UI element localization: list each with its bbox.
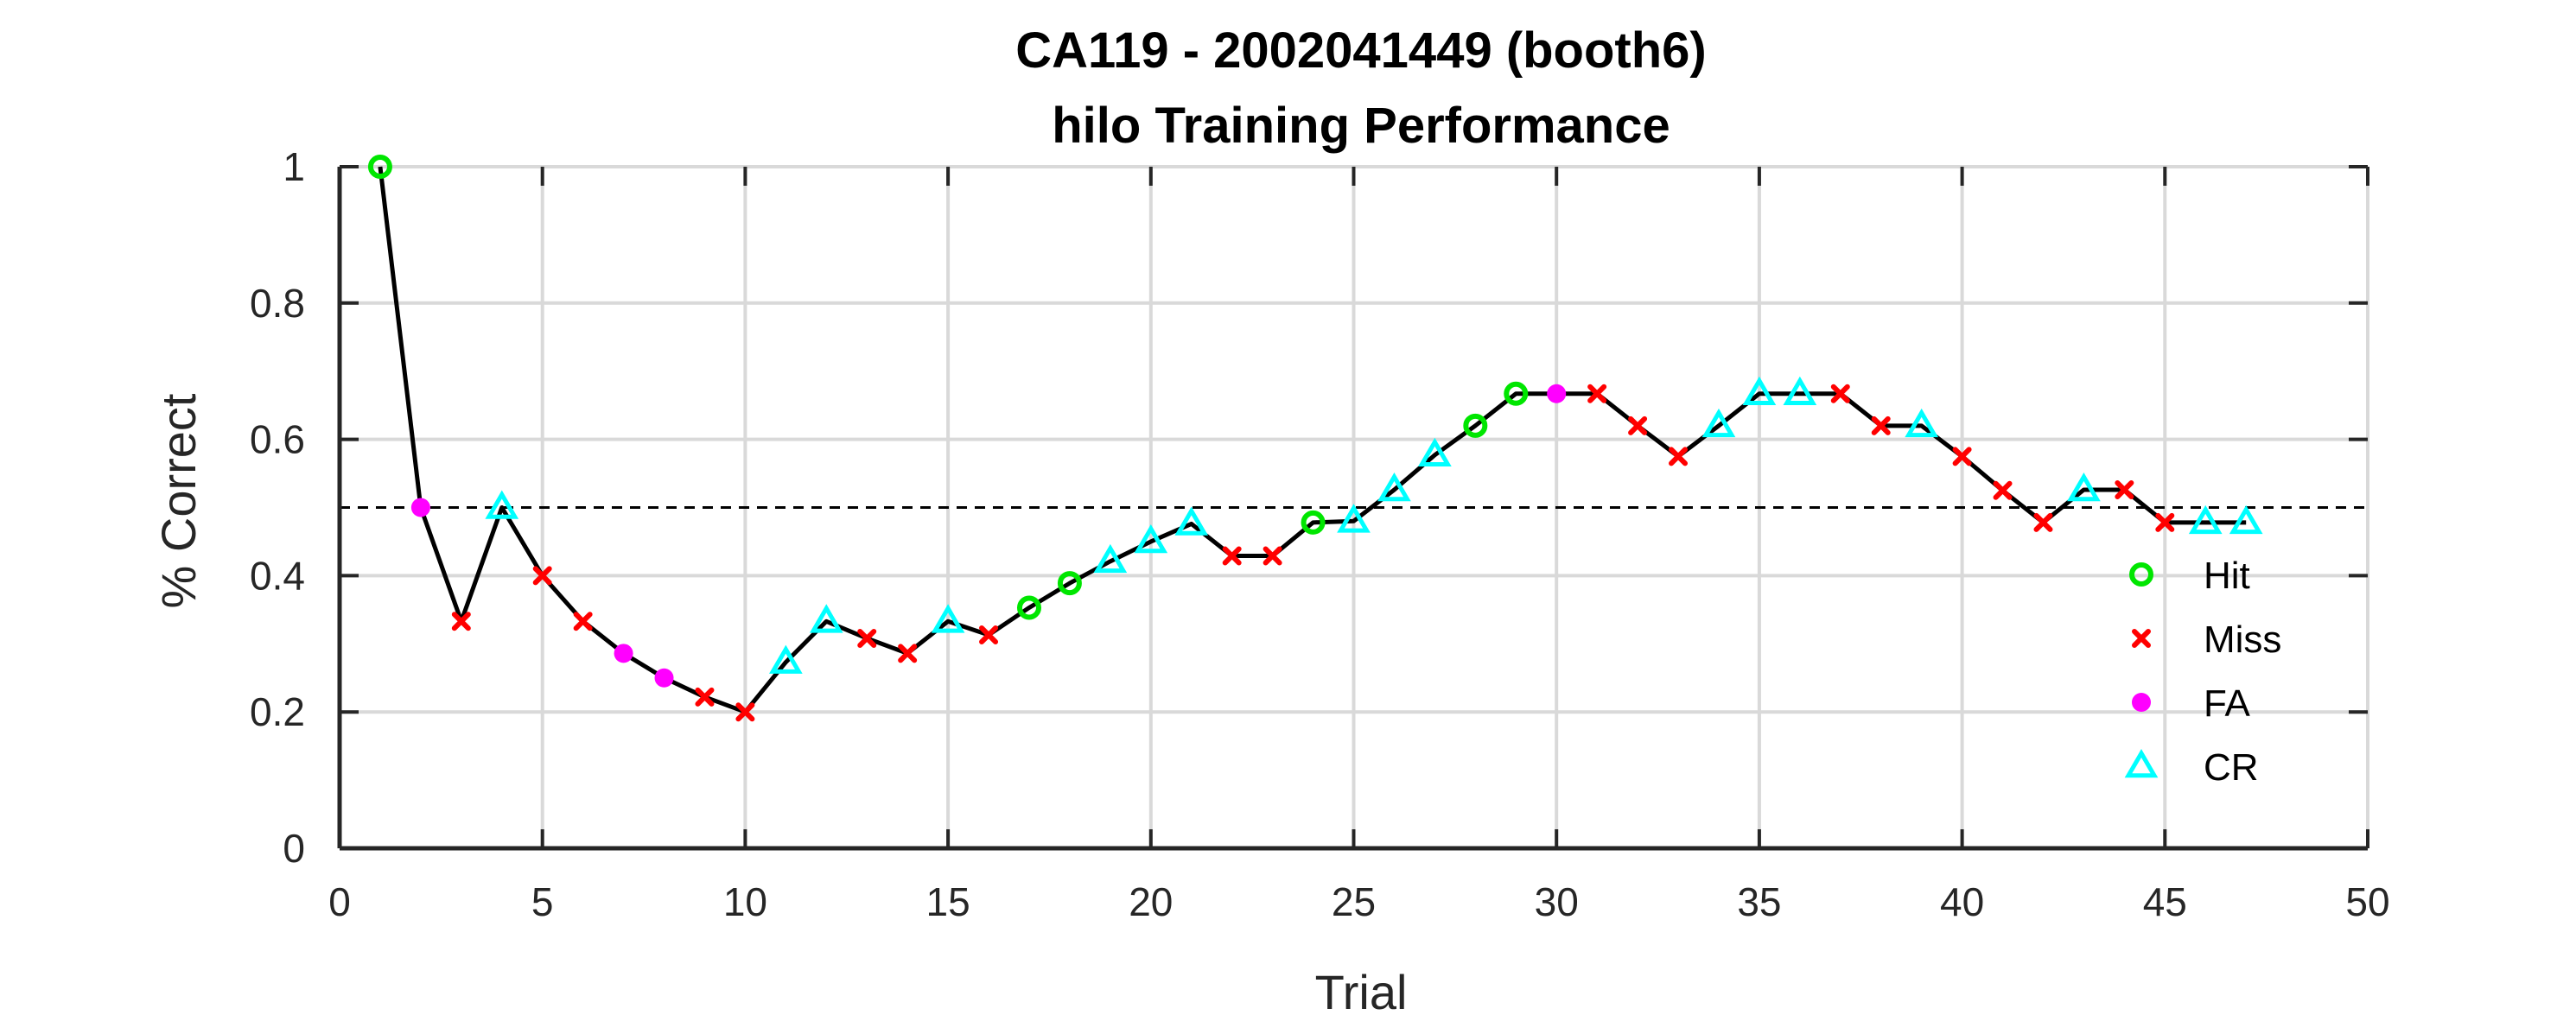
legend: Hit Miss FA CR: [2124, 555, 2281, 789]
data-point-miss: [1263, 546, 1282, 566]
legend-marker-hit: [2129, 562, 2153, 587]
legend-marker-cr: [2124, 749, 2159, 778]
data-point-miss: [898, 644, 918, 663]
data-point-miss: [1830, 384, 1850, 403]
data-point-miss: [2033, 512, 2053, 532]
data-point-cr: [768, 644, 803, 674]
x-tick-label: 20: [1129, 879, 1173, 924]
data-point-miss: [1628, 416, 1648, 435]
legend-label-cr: CR: [2204, 746, 2259, 789]
data-point-cr: [1905, 408, 1939, 438]
y-tick-label: 0.6: [250, 417, 305, 462]
data-point-cr: [2229, 504, 2263, 535]
y-tick-label: 0: [283, 826, 305, 871]
data-point-cr: [2067, 473, 2101, 502]
data-point-cr: [2188, 504, 2223, 535]
data-point-hit: [367, 155, 392, 179]
data-point-cr: [1701, 408, 1736, 438]
data-point-miss: [857, 628, 877, 648]
chart-title: CA119 - 2002041449 (booth6): [1015, 22, 1706, 79]
data-point-miss: [451, 612, 471, 631]
data-point-miss: [2115, 479, 2134, 499]
data-point-miss: [1952, 447, 1972, 466]
data-point-miss: [1222, 546, 1242, 566]
data-point-cr: [1134, 523, 1168, 554]
x-tick-label: 15: [926, 879, 970, 924]
legend-label-fa: FA: [2204, 682, 2250, 725]
x-tick-label: 50: [2345, 879, 2389, 924]
x-tick-label: 5: [531, 879, 554, 924]
y-tick-label: 0.8: [250, 281, 305, 326]
data-point-miss: [1993, 480, 2013, 500]
legend-label-miss: Miss: [2204, 619, 2281, 661]
data-point-miss: [735, 702, 755, 722]
axes: 0 5 10 15 20 25 30 35 40 45 50 0 0.2 0.4 0.6 0.8 1: [250, 144, 2390, 924]
data-point-miss: [979, 625, 999, 645]
x-tick-label: 25: [1332, 879, 1376, 924]
chart-subtitle: hilo Training Performance: [1052, 98, 1670, 154]
data-point-fa: [410, 498, 430, 517]
data-point-cr: [809, 604, 843, 633]
data-point-miss: [573, 612, 593, 631]
data-point-miss: [695, 687, 715, 707]
data-point-cr: [1174, 506, 1209, 536]
x-tick-label: 0: [328, 879, 351, 924]
x-tick-label: 40: [1940, 879, 1984, 924]
data-point-fa: [654, 668, 674, 688]
data-point-cr: [1093, 543, 1128, 574]
x-tick-label: 30: [1535, 879, 1579, 924]
data-point-miss: [532, 566, 552, 586]
data-point-cr: [485, 490, 519, 519]
data-point-hit: [1301, 510, 1326, 535]
legend-marker-miss: [2132, 629, 2151, 648]
x-tick-label: 45: [2143, 879, 2187, 924]
data-point-cr: [1337, 504, 1371, 533]
x-tick-label: 35: [1737, 879, 1781, 924]
data-point-fa: [1547, 384, 1567, 403]
y-tick-label: 1: [283, 144, 305, 189]
data-point-hit: [1057, 571, 1082, 596]
data-point-cr: [931, 604, 965, 633]
y-tick-label: 0.4: [250, 553, 305, 598]
data-point-hit: [1463, 413, 1488, 438]
data-point-cr: [1418, 437, 1452, 467]
legend-marker-fa: [2132, 693, 2151, 712]
data-point-miss: [2155, 512, 2175, 532]
data-point-miss: [1587, 384, 1607, 403]
x-axis-label: Trial: [1315, 965, 1408, 1015]
y-tick-label: 0.2: [250, 689, 305, 734]
data-point-fa: [614, 644, 633, 663]
data-point-miss: [1669, 447, 1689, 466]
data-point-miss: [1871, 416, 1891, 435]
data-point-hit: [1504, 381, 1529, 406]
x-tick-label: 10: [723, 879, 767, 924]
data-markers: [367, 155, 2263, 722]
data-point-cr: [1742, 376, 1777, 406]
y-axis-label: % Correct: [151, 393, 206, 608]
data-point-cr: [1377, 473, 1411, 502]
data-point-cr: [1783, 376, 1817, 406]
data-point-hit: [1016, 595, 1041, 620]
legend-label-hit: Hit: [2204, 555, 2250, 597]
